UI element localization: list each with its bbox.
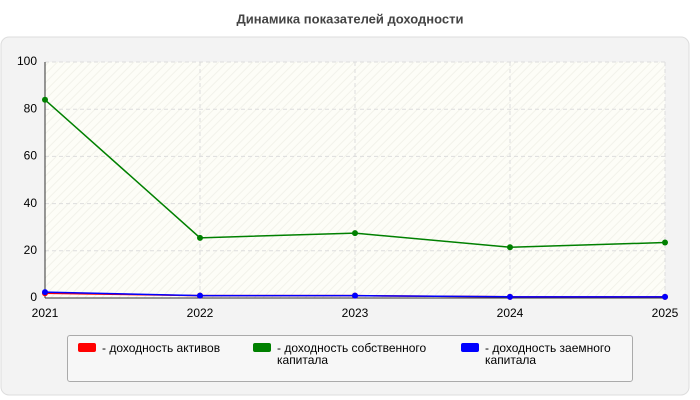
y-tick-label: 60: [24, 149, 38, 163]
chart-title: Динамика показателей доходности: [236, 11, 463, 26]
point: [507, 244, 513, 251]
x-tick-label: 2021: [32, 306, 59, 320]
x-tick-label: 2024: [497, 306, 524, 320]
point: [507, 293, 513, 300]
y-tick-label: 20: [24, 243, 38, 257]
legend-entry: - доходность собственного капитала: [253, 342, 428, 366]
legend-entry: - доходность активов: [78, 342, 253, 354]
point: [42, 289, 48, 296]
legend-swatch: [78, 343, 96, 352]
legend-label: - доходность заемного капитала: [485, 341, 611, 367]
y-tick-label: 40: [24, 196, 38, 210]
point: [352, 292, 358, 299]
legend-swatch: [253, 343, 271, 352]
x-tick-label: 2022: [187, 306, 214, 320]
legend-swatch: [461, 343, 479, 352]
point: [197, 234, 203, 241]
x-tick-label: 2023: [342, 306, 369, 320]
point: [662, 293, 668, 300]
x-tick-label: 2025: [652, 306, 679, 320]
point: [662, 239, 668, 246]
legend: - доходность активов - доходность собстве…: [67, 335, 633, 382]
legend-label: - доходность собственного капитала: [277, 341, 427, 367]
y-tick-label: 80: [24, 101, 38, 115]
y-tick-label: 0: [30, 290, 37, 304]
y-tick-label: 100: [17, 54, 37, 68]
legend-entry: - доходность заемного капитала: [461, 342, 636, 366]
point: [197, 292, 203, 299]
point: [352, 230, 358, 237]
point: [42, 96, 48, 103]
legend-label: - доходность активов: [102, 341, 221, 355]
